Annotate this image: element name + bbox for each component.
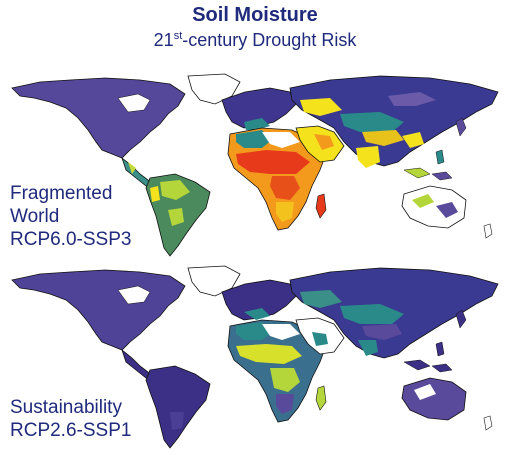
europe <box>221 87 297 129</box>
map-title: Soil Moisture <box>192 4 318 26</box>
scenario-label-fragmented: Fragmented World RCP6.0-SSP3 <box>10 182 131 251</box>
north-america <box>11 77 186 159</box>
australia <box>401 185 467 229</box>
world-map-sustainability <box>11 265 499 449</box>
north-america <box>11 269 186 351</box>
scenario-label-line: World <box>10 206 60 227</box>
map-panel-fragmented: Fragmented World RCP6.0-SSP3 <box>0 70 510 258</box>
subtitle-century: 21 <box>153 30 174 50</box>
scenario-label-line: Fragmented <box>10 183 113 204</box>
south-america <box>145 365 211 449</box>
madagascar <box>315 385 327 411</box>
scenario-label-sustainability: Sustainability RCP2.6-SSP1 <box>10 396 131 442</box>
scenario-label-line: RCP6.0-SSP3 <box>10 229 132 250</box>
scenario-label-line: RCP2.6-SSP1 <box>10 420 132 441</box>
subtitle-superscript: st <box>173 30 183 42</box>
subtitle-text: -century Drought Risk <box>182 30 357 50</box>
australia <box>401 377 467 421</box>
map-panel-sustainability: Sustainability RCP2.6-SSP1 <box>0 262 510 452</box>
central-america <box>121 348 153 379</box>
map-subtitle: 21st-century Drought Risk <box>0 30 510 51</box>
world-map-fragmented <box>11 73 499 257</box>
madagascar <box>315 193 327 219</box>
scenario-label-line: Sustainability <box>10 397 122 418</box>
europe <box>221 279 297 321</box>
